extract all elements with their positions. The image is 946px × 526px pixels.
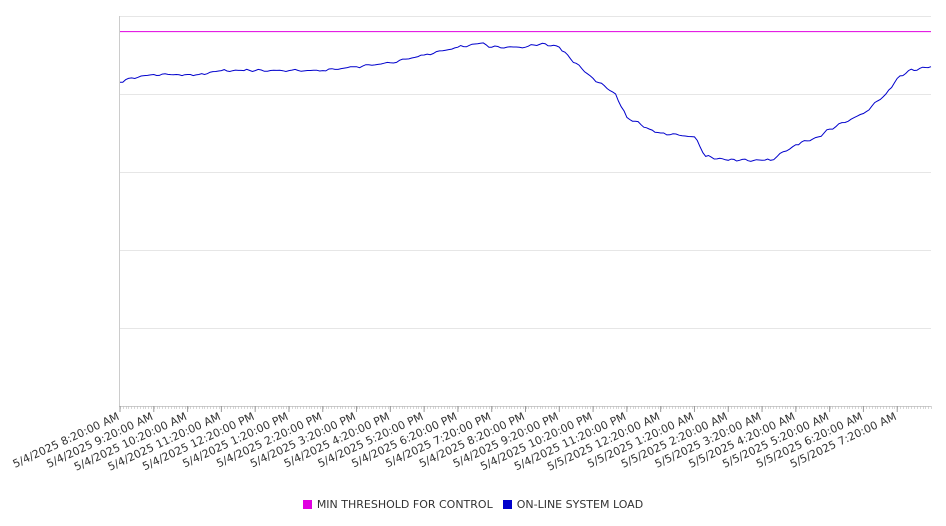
series-lines: [119, 31, 932, 162]
legend-swatch-system-load: [502, 500, 512, 509]
legend-label-system-load: ON-LINE SYSTEM LOAD: [516, 498, 644, 511]
grid-lines: [120, 16, 931, 329]
legend-item-system-load: ON-LINE SYSTEM LOAD: [502, 498, 644, 511]
legend-item-threshold: MIN THRESHOLD FOR CONTROL: [302, 498, 493, 511]
legend: MIN THRESHOLD FOR CONTROL ON-LINE SYSTEM…: [0, 498, 946, 511]
legend-swatch-threshold: [302, 500, 312, 509]
x-axis-ticks: 5/4/2025 8:20:00 AM5/4/2025 9:20:00 AM5/…: [11, 406, 898, 474]
axes: [119, 16, 931, 407]
legend-label-threshold: MIN THRESHOLD FOR CONTROL: [316, 498, 493, 511]
system-load-line: [119, 42, 932, 162]
minor-ticks: [120, 406, 932, 409]
